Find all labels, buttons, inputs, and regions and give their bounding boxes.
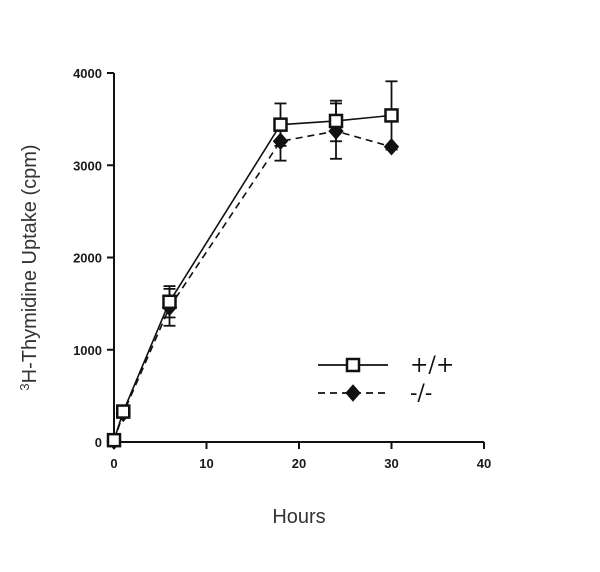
data-point (328, 113, 344, 129)
legend-marker (345, 384, 361, 402)
y-tick-label: 1000 (73, 343, 102, 358)
y-tick-label: 2000 (73, 251, 102, 266)
x-tick-label: 10 (199, 456, 213, 471)
legend-item: -/- (318, 381, 432, 406)
y-ticks: 0 1000 2000 3000 4000 (73, 66, 114, 450)
y-tick-label: 0 (95, 435, 102, 450)
data-point (273, 117, 288, 132)
data-point (384, 108, 399, 123)
y-axis-title-text: H-Thymidine Uptake (cpm) (19, 144, 41, 383)
legend-item: +/+ (318, 353, 454, 378)
y-axis-title: 3H-Thymidine Uptake (cpm) (17, 144, 42, 390)
legend-marker (345, 357, 361, 373)
x-tick-label: 20 (292, 456, 306, 471)
x-tick-label: 40 (477, 456, 491, 471)
y-axis-title-superscript: 3 (17, 383, 32, 390)
data-point (106, 432, 122, 448)
series-wildtype (106, 80, 399, 448)
legend-label: -/- (410, 381, 432, 406)
y-tick-label: 3000 (73, 158, 102, 173)
legend-label: +/+ (410, 353, 454, 378)
x-tick-label: 30 (384, 456, 398, 471)
x-tick-label: 0 (110, 456, 117, 471)
y-tick-label: 4000 (73, 66, 102, 81)
series-layer (106, 80, 400, 450)
legend: +/+ -/- (318, 353, 454, 406)
x-axis-title: Hours (272, 506, 325, 528)
data-point (116, 404, 131, 419)
x-ticks: 0 10 20 30 40 (110, 442, 491, 471)
data-point (162, 294, 177, 310)
